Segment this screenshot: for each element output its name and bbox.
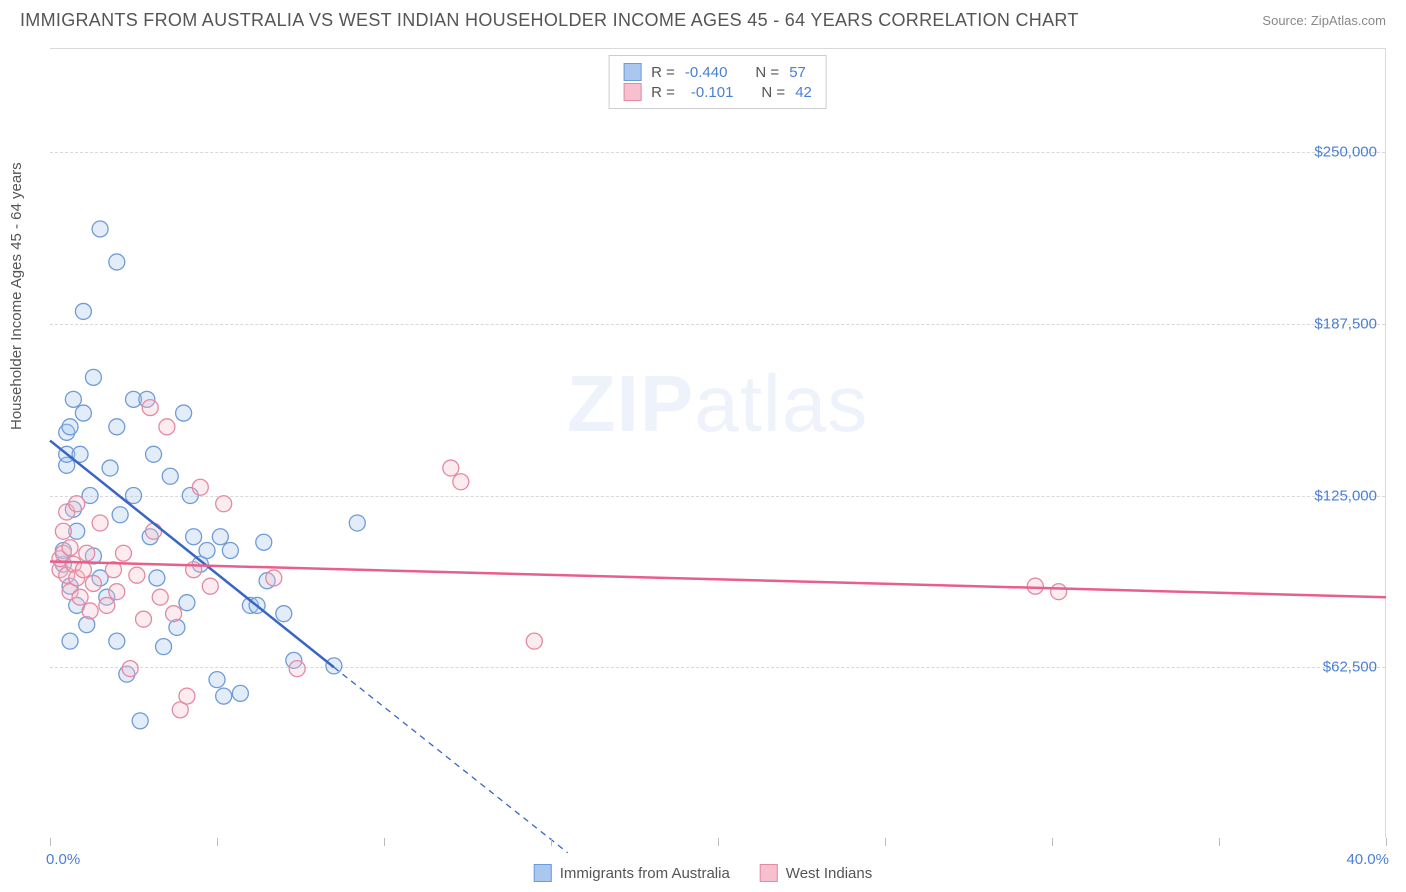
legend-item: Immigrants from Australia	[534, 864, 730, 882]
legend-swatch	[623, 83, 641, 101]
scatter-svg	[50, 49, 1385, 838]
legend-item: West Indians	[760, 864, 872, 882]
correlation-legend: R = -0.440 N = 57 R = -0.101 N = 42	[608, 55, 827, 109]
chart-title: IMMIGRANTS FROM AUSTRALIA VS WEST INDIAN…	[20, 10, 1079, 31]
x-axis-max-label: 40.0%	[1346, 851, 1389, 868]
legend-swatch	[760, 864, 778, 882]
y-axis-label: Householder Income Ages 45 - 64 years	[8, 162, 25, 430]
legend-swatch	[623, 63, 641, 81]
source-attribution: Source: ZipAtlas.com	[1262, 13, 1386, 28]
plot-area: $62,500$125,000$187,500$250,000 ZIPatlas…	[50, 48, 1386, 838]
x-axis-min-label: 0.0%	[46, 851, 80, 868]
legend-row-series-2: R = -0.101 N = 42	[623, 83, 812, 101]
series-legend: Immigrants from Australia West Indians	[534, 864, 872, 882]
legend-row-series-1: R = -0.440 N = 57	[623, 63, 812, 81]
legend-swatch	[534, 864, 552, 882]
